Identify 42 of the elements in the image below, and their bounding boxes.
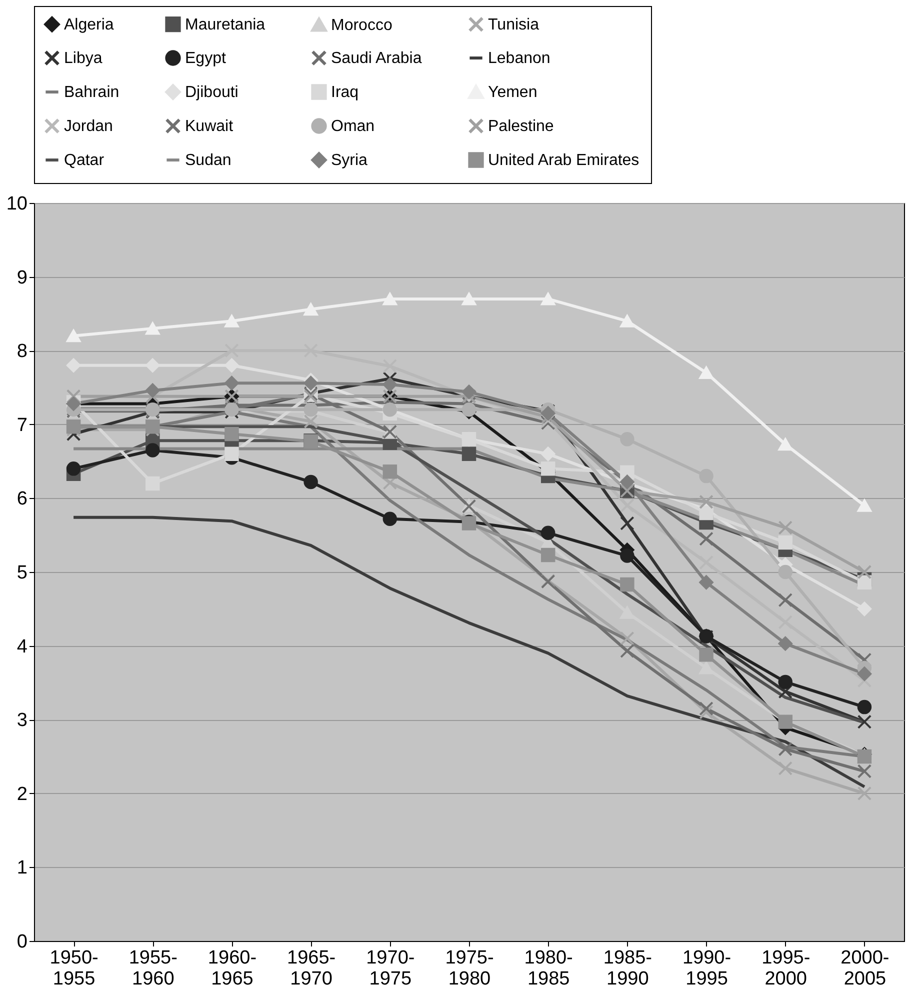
x-tick-label: 1970-1975: [366, 948, 415, 990]
y-tick-label: 0: [16, 932, 28, 952]
legend-label: Lebanon: [488, 50, 550, 67]
y-tick-label: 5: [16, 562, 28, 584]
legend-label: Kuwait: [185, 118, 234, 135]
legend-label: Palestine: [488, 118, 554, 135]
y-tick-label: 9: [16, 267, 28, 288]
y-tick-label: 3: [16, 710, 28, 732]
legend-label: Jordan: [64, 118, 113, 135]
x-tick-label: 1955-1960: [128, 948, 178, 990]
x-tick-label: 1960-1965: [208, 948, 257, 990]
y-tick-label: 10: [6, 194, 28, 214]
legend-label: Yemen: [488, 84, 538, 101]
legend-label: United Arab Emirates: [488, 152, 640, 169]
legend-label: Tunisia: [488, 16, 540, 34]
legend-label: Morocco: [331, 16, 392, 34]
legend-label: Iraq: [331, 84, 359, 101]
legend-label: Qatar: [64, 152, 105, 169]
legend-label: Saudi Arabia: [331, 50, 422, 67]
y-tick-label: 2: [16, 784, 28, 805]
y-tick-label: 7: [16, 414, 28, 436]
legend-label: Djibouti: [185, 84, 238, 101]
x-tick-label: 1995-2000: [762, 948, 810, 990]
legend-label: Bahrain: [64, 84, 120, 101]
x-tick-label: 1950-1955: [50, 948, 98, 990]
x-tick-label: 1990-1995: [682, 948, 732, 990]
y-tick-label: 6: [16, 488, 28, 510]
x-tick-label: 1965-1970: [287, 948, 336, 990]
legend-label: Sudan: [185, 152, 232, 169]
legend-label: Oman: [331, 118, 375, 135]
x-tick-label: 1985-1990: [603, 948, 652, 990]
x-tick-label: 1980-1985: [524, 948, 573, 990]
x-tick-label: 2000-2005: [840, 948, 890, 990]
legend-label: Egypt: [185, 50, 226, 67]
legend-label: Algeria: [64, 16, 114, 34]
legend-label: Libya: [64, 50, 102, 67]
x-tick-label: 1975-1980: [445, 948, 494, 990]
y-tick-label: 1: [16, 858, 28, 879]
legend-label: Syria: [331, 152, 368, 169]
legend-label: Mauretania: [185, 16, 266, 34]
y-tick-label: 8: [16, 341, 28, 362]
y-tick-label: 4: [16, 636, 28, 658]
